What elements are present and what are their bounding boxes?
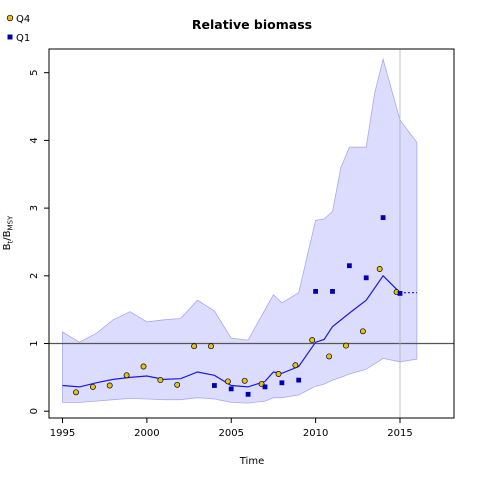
observation-points [73, 215, 403, 397]
q4-point [275, 371, 282, 377]
q4-point [73, 389, 79, 396]
x-tick-label: 1995 [50, 428, 75, 439]
y-tick-label: 5 [29, 70, 40, 76]
q1-point [228, 386, 234, 392]
x-axis: 1995 2000 2005 2010 2015 [50, 418, 413, 439]
x-tick-label: 2015 [387, 428, 412, 439]
q1-point [262, 384, 268, 390]
q1-point [330, 289, 335, 294]
interval-band [62, 57, 418, 404]
q1-point [212, 383, 217, 388]
q4-point [174, 381, 181, 388]
x-tick-label: 2010 [303, 428, 328, 439]
q4-point [359, 328, 366, 335]
q4-point [89, 383, 96, 390]
y-tick-label: 0 [29, 408, 40, 414]
q4-point [326, 353, 333, 360]
q4-point [224, 378, 231, 385]
y-tick-label: 2 [29, 273, 40, 279]
legend-q1-label: Q1 [16, 33, 30, 44]
legend-q1-marker [7, 34, 13, 40]
q4-point [208, 343, 214, 350]
y-axis-label-mid: /B [2, 230, 13, 240]
q4-point [376, 266, 383, 272]
legend-q4-marker [6, 14, 14, 22]
q1-point [245, 391, 251, 397]
y-axis-label: Bt/BMSY [2, 215, 15, 250]
q1-point [313, 289, 318, 294]
y-tick-label: 1 [29, 340, 40, 346]
y-tick-label: 4 [29, 137, 40, 143]
q4-point [106, 382, 113, 389]
q4-point [157, 377, 164, 384]
x-axis-label: Time [239, 456, 264, 467]
reference-lines [49, 49, 454, 418]
chart-title: Relative biomass [192, 17, 312, 32]
q1-point [380, 215, 386, 220]
x-tick-label: 2005 [219, 428, 244, 439]
y-tick-label: 3 [29, 205, 40, 211]
legend-q4-label: Q4 [16, 14, 30, 25]
q1-point [347, 263, 352, 269]
q4-point [292, 362, 299, 369]
y-axis-label-main: B [2, 243, 13, 250]
q1-point [397, 291, 403, 296]
legend: Q4 Q1 [6, 14, 30, 44]
plot-frame [48, 48, 455, 419]
q1-point [363, 275, 369, 281]
q4-point [343, 342, 349, 349]
q4-point [191, 343, 198, 350]
q4-point [140, 363, 147, 370]
y-axis-label-sub1: t [7, 240, 15, 243]
q4-point [309, 337, 316, 344]
q4-point [241, 377, 248, 384]
estimate-line [62, 274, 417, 388]
q4-point [123, 372, 130, 379]
q1-point [296, 377, 302, 383]
estimate-line-path [62, 274, 401, 388]
y-axis: 0 1 2 3 4 5 [29, 70, 49, 414]
y-axis-label-sub2: MSY [7, 215, 15, 230]
x-tick-label: 2000 [134, 428, 159, 439]
confidence-interval [62, 57, 418, 404]
q1-point [279, 380, 285, 386]
